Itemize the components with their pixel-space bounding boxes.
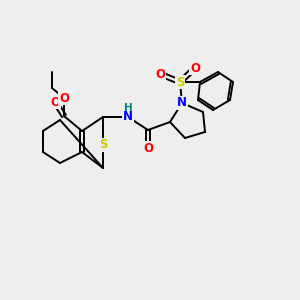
Text: O: O	[143, 142, 153, 154]
Text: O: O	[190, 61, 200, 74]
Text: O: O	[155, 68, 165, 80]
Text: N: N	[177, 97, 187, 110]
Text: S: S	[99, 139, 107, 152]
Text: S: S	[176, 76, 184, 88]
Text: O: O	[59, 92, 69, 104]
Text: H: H	[124, 103, 132, 113]
Text: O: O	[50, 95, 60, 109]
Text: N: N	[123, 110, 133, 124]
